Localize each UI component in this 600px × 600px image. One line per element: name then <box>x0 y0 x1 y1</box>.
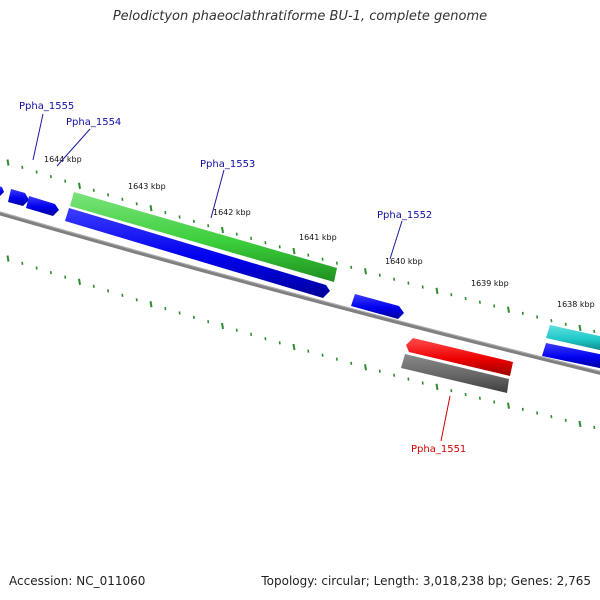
inner-tick-mark <box>149 301 153 308</box>
inner-tick-mark <box>78 278 81 285</box>
gene-label-ppha-1551[interactable]: Ppha_1551 <box>411 444 466 455</box>
inner-tick-mark <box>6 255 10 262</box>
outer-tick-mark <box>78 182 81 189</box>
gene-feature-right-forward[interactable] <box>542 343 600 369</box>
leader-ppha-1553 <box>210 169 225 219</box>
outer-tick-mark <box>149 205 153 212</box>
scale-label-1643: 1643 kbp <box>128 182 166 191</box>
scale-label-1640: 1640 kbp <box>385 257 423 266</box>
inner-tick-ring <box>6 255 596 430</box>
leader-ppha-1552 <box>389 220 403 260</box>
inner-tick-mark <box>364 364 367 371</box>
inner-tick-mark <box>435 383 439 390</box>
gene-feature-green-rna[interactable] <box>70 192 337 282</box>
gene-feature-teal[interactable] <box>546 325 600 351</box>
gene-label-ppha-1554[interactable]: Ppha_1554 <box>66 117 121 128</box>
inner-tick-mark <box>507 402 510 409</box>
outer-tick-mark <box>507 306 510 313</box>
outer-tick-mark <box>292 247 296 255</box>
genome-backbone <box>0 211 600 375</box>
outer-tick-ring <box>6 159 596 334</box>
inner-tick-mark <box>221 322 224 330</box>
outer-tick-mark <box>221 226 224 234</box>
leader-ppha-1551 <box>440 395 451 442</box>
scale-label-1641: 1641 kbp <box>299 233 337 242</box>
genome-backbone-highlight <box>0 211 600 372</box>
gene-feature-ppha-1551[interactable] <box>406 338 513 376</box>
gene-feature-ppha-1553[interactable] <box>65 208 330 298</box>
inner-tick-mark <box>578 420 582 428</box>
gene-feature-left-edge[interactable] <box>0 186 4 196</box>
gene-label-ppha-1552[interactable]: Ppha_1552 <box>377 210 432 221</box>
outer-tick-mark <box>364 268 367 275</box>
gene-feature-pseudo-gray[interactable] <box>401 354 509 393</box>
scale-label-1639: 1639 kbp <box>471 279 509 288</box>
page-title: Pelodictyon phaeoclathratiforme BU-1, co… <box>112 9 488 24</box>
gene-label-ppha-1553[interactable]: Ppha_1553 <box>200 159 255 170</box>
outer-tick-mark <box>6 159 10 166</box>
leader-ppha-1554 <box>56 128 91 167</box>
scale-label-1642: 1642 kbp <box>213 208 251 217</box>
genome-summary-label: Topology: circular; Length: 3,018,238 bp… <box>261 574 591 588</box>
gene-feature-ppha-1552[interactable] <box>351 294 404 319</box>
inner-tick-mark <box>292 343 296 351</box>
outer-tick-mark <box>435 287 439 294</box>
gene-feature-ppha-1555[interactable] <box>8 189 29 206</box>
outer-tick-mark <box>578 324 582 332</box>
gene-feature-ppha-1554[interactable] <box>26 196 59 216</box>
accession-label: Accession: NC_011060 <box>9 574 146 588</box>
scale-label-1638: 1638 kbp <box>557 300 595 309</box>
gene-label-ppha-1555[interactable]: Ppha_1555 <box>19 101 74 112</box>
leader-ppha-1555 <box>32 113 44 161</box>
